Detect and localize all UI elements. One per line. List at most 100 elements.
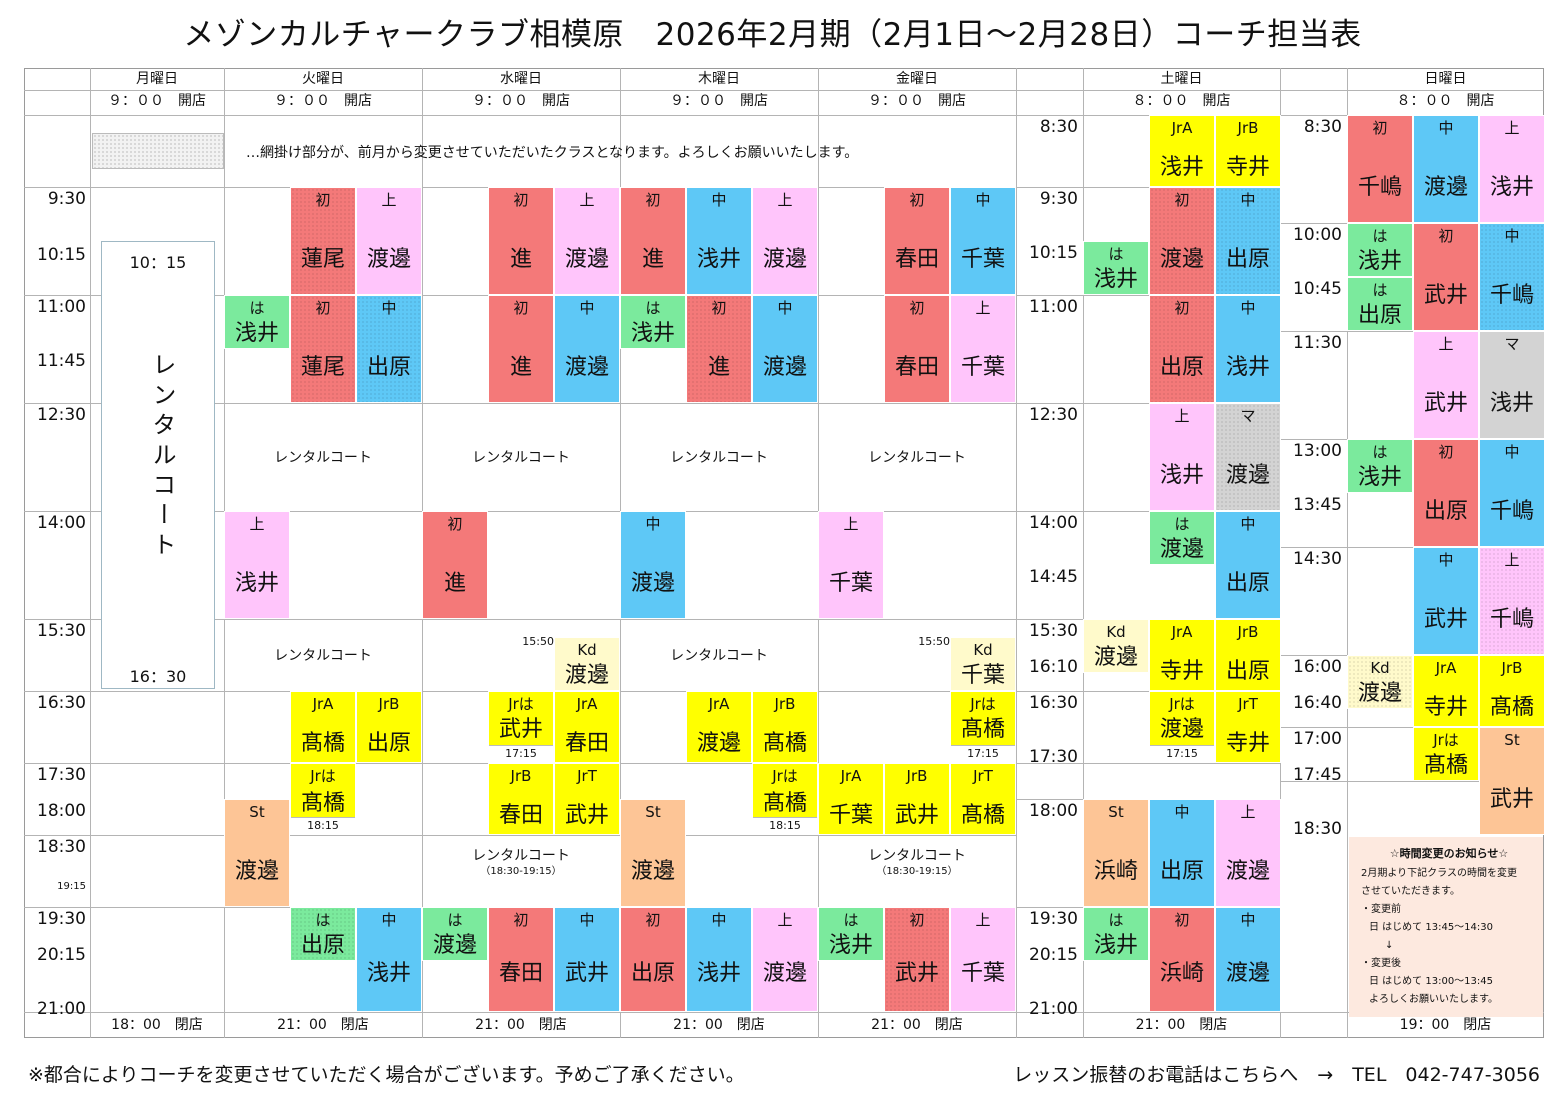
class-cell[interactable]: JrB 髙橋 <box>1479 655 1545 727</box>
class-cell[interactable]: 初春田 <box>884 295 950 403</box>
class-cell[interactable]: Jrは 髙橋 18:15 <box>752 763 818 835</box>
class-cell[interactable]: St 渡邊 <box>224 799 290 907</box>
class-cell[interactable]: マ浅井 <box>1479 331 1545 439</box>
class-cell[interactable]: JrA 髙橋 <box>290 691 356 763</box>
class-cell[interactable]: JrT 武井 <box>554 763 620 835</box>
class-cell[interactable]: 中浅井 <box>686 907 752 1012</box>
class-cell[interactable]: 中出原 <box>356 295 422 403</box>
class-cell[interactable]: 中千嶋 <box>1479 223 1545 331</box>
class-cell[interactable]: 初進 <box>488 187 554 295</box>
class-cell[interactable]: 中武井 <box>1413 547 1479 655</box>
class-cell[interactable]: JrB 春田 <box>488 763 554 835</box>
class-cell[interactable]: マ渡邊 <box>1215 403 1281 511</box>
class-cell[interactable]: JrB 出原 <box>1215 619 1281 691</box>
class-cell[interactable]: は出原 <box>1347 277 1413 331</box>
class-cell[interactable]: Jrは 渡邊 17:15 <box>1149 691 1215 763</box>
end-time: 18:15 <box>753 817 817 834</box>
class-cell[interactable]: Kd 千葉 <box>950 637 1016 691</box>
class-cell[interactable]: は浅井 <box>620 295 686 349</box>
class-cell[interactable]: JrA 浅井 <box>1149 115 1215 187</box>
class-cell[interactable]: 上千葉 <box>818 511 884 619</box>
class-cell[interactable]: 初出原 <box>1413 439 1479 547</box>
class-cell[interactable]: 初進 <box>488 295 554 403</box>
class-cell[interactable]: JrA 寺井 <box>1149 619 1215 691</box>
class-cell[interactable]: 上浅井 <box>224 511 290 619</box>
class-cell[interactable]: 上渡邊 <box>356 187 422 295</box>
class-cell[interactable]: 初出原 <box>1149 295 1215 403</box>
class-cell[interactable]: 中渡邊 <box>1413 115 1479 223</box>
coach-name: 浅井 <box>696 961 741 986</box>
class-cell[interactable]: JrA 渡邊 <box>686 691 752 763</box>
class-cell[interactable]: JrB 寺井 <box>1215 115 1281 187</box>
class-cell[interactable]: Kd 渡邊 <box>1083 619 1149 673</box>
class-cell[interactable]: は浅井 <box>1347 439 1413 493</box>
class-cell[interactable]: Jrは 髙橋 <box>1413 727 1479 781</box>
class-cell[interactable]: 初蓮尾 <box>290 187 356 295</box>
class-cell[interactable]: JrA 寺井 <box>1413 655 1479 727</box>
open-time-thu: ９：００ 開店 <box>670 93 768 109</box>
class-cell[interactable]: JrA 春田 <box>554 691 620 763</box>
class-cell[interactable]: 上武井 <box>1413 331 1479 439</box>
class-cell[interactable]: 中浅井 <box>356 907 422 1012</box>
class-cell[interactable]: は渡邊 <box>422 907 488 961</box>
class-cell[interactable]: は浅井 <box>224 295 290 349</box>
class-cell[interactable]: JrB 武井 <box>884 763 950 835</box>
class-cell[interactable]: 上渡邊 <box>752 907 818 1012</box>
class-cell[interactable]: JrT 寺井 <box>1215 691 1281 763</box>
class-cell[interactable]: は浅井 <box>1083 907 1149 961</box>
class-cell[interactable]: 初武井 <box>884 907 950 1012</box>
class-cell[interactable]: 上千葉 <box>950 907 1016 1012</box>
class-cell[interactable]: St 武井 <box>1479 727 1545 835</box>
class-cell[interactable]: 初出原 <box>620 907 686 1012</box>
level-label: JrA <box>840 767 862 785</box>
class-cell[interactable]: 中渡邊 <box>554 295 620 403</box>
class-cell[interactable]: 上渡邊 <box>554 187 620 295</box>
class-cell[interactable]: JrB 出原 <box>356 691 422 763</box>
class-cell[interactable]: 中出原 <box>1149 799 1215 907</box>
class-cell[interactable]: 上浅井 <box>1479 115 1545 223</box>
class-cell[interactable]: 中渡邊 <box>1215 907 1281 1012</box>
class-cell[interactable]: は出原 <box>290 907 356 961</box>
class-cell[interactable]: 中出原 <box>1215 187 1281 295</box>
class-cell[interactable]: 中浅井 <box>1215 295 1281 403</box>
class-cell[interactable]: JrA 千葉 <box>818 763 884 835</box>
class-cell[interactable]: は浅井 <box>1347 223 1413 277</box>
class-cell[interactable]: St 浜崎 <box>1083 799 1149 907</box>
class-cell[interactable]: 中渡邊 <box>620 511 686 619</box>
class-cell[interactable]: St 渡邊 <box>620 799 686 907</box>
class-cell[interactable]: 中出原 <box>1215 511 1281 619</box>
class-cell[interactable]: 初渡邊 <box>1149 187 1215 295</box>
class-cell[interactable]: Kd 渡邊 <box>1347 655 1413 709</box>
class-cell[interactable]: は浅井 <box>818 907 884 961</box>
class-cell[interactable]: 中千葉 <box>950 187 1016 295</box>
rental-court: レンタルコート <box>620 619 818 691</box>
class-cell[interactable]: 中渡邊 <box>752 295 818 403</box>
class-cell[interactable]: 上渡邊 <box>1215 799 1281 907</box>
class-cell[interactable]: JrB 髙橋 <box>752 691 818 763</box>
class-cell[interactable]: 初進 <box>686 295 752 403</box>
class-cell[interactable]: 初千嶋 <box>1347 115 1413 223</box>
class-cell[interactable]: JrT 髙橋 <box>950 763 1016 835</box>
class-cell[interactable]: 上渡邊 <box>752 187 818 295</box>
class-cell[interactable]: 初蓮尾 <box>290 295 356 403</box>
class-cell[interactable]: 初浜崎 <box>1149 907 1215 1012</box>
class-cell[interactable]: は渡邊 <box>1149 511 1215 565</box>
class-cell[interactable]: 上浅井 <box>1149 403 1215 511</box>
class-cell[interactable]: Jrは 武井 17:15 <box>488 691 554 763</box>
class-cell[interactable]: 上千葉 <box>950 295 1016 403</box>
kd-start-time: 15:50 <box>522 635 554 648</box>
class-cell[interactable]: 中千嶋 <box>1479 439 1545 547</box>
class-cell[interactable]: 上千嶋 <box>1479 547 1545 655</box>
class-cell[interactable]: は浅井 <box>1083 241 1149 295</box>
class-cell[interactable]: Kd 渡邊 <box>554 637 620 691</box>
class-cell[interactable]: Jrは 髙橋 18:15 <box>290 763 356 835</box>
class-cell[interactable]: 初進 <box>422 511 488 619</box>
class-cell[interactable]: 中武井 <box>554 907 620 1012</box>
level-label: 初 <box>909 911 925 929</box>
class-cell[interactable]: 初進 <box>620 187 686 295</box>
class-cell[interactable]: 初武井 <box>1413 223 1479 331</box>
class-cell[interactable]: 初春田 <box>884 187 950 295</box>
class-cell[interactable]: 中浅井 <box>686 187 752 295</box>
class-cell[interactable]: 初春田 <box>488 907 554 1012</box>
class-cell[interactable]: Jrは 髙橋 17:15 <box>950 691 1016 763</box>
